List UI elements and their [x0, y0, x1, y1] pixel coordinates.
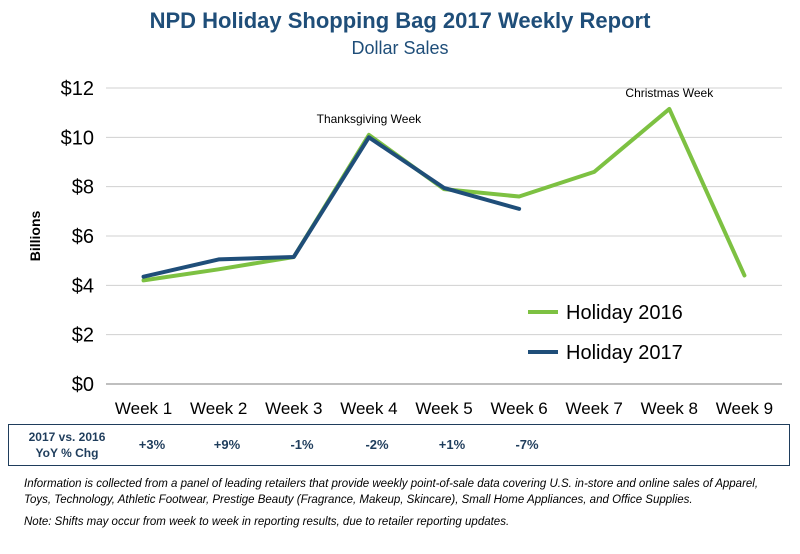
x-tick-label: Week 3	[265, 399, 322, 418]
y-tick-label: $8	[72, 177, 94, 199]
x-tick-label: Week 2	[190, 399, 247, 418]
yoy-change-table: 2017 vs. 2016 YoY % Chg +3% +9% -1% -2% …	[8, 424, 790, 466]
legend-label: Holiday 2016	[566, 302, 683, 324]
x-tick-label: Week 9	[716, 399, 773, 418]
x-tick-label: Week 7	[566, 399, 623, 418]
x-tick-label: Week 6	[490, 399, 547, 418]
x-tick-label: Week 5	[415, 399, 472, 418]
chart-subtitle: Dollar Sales	[351, 38, 449, 58]
info-note: Information is collected from a panel of…	[24, 478, 759, 506]
x-tick-label: Week 1	[115, 399, 172, 418]
y-tick-label: $2	[72, 325, 94, 347]
x-tick-label: Week 8	[641, 399, 698, 418]
shifts-note: Note: Shifts may occur from week to week…	[24, 516, 510, 528]
annotation-label: Christmas Week	[625, 86, 714, 100]
x-tick-label: Week 4	[340, 399, 397, 418]
series-line-2016	[141, 106, 747, 283]
yoy-week-5: +1%	[438, 437, 466, 452]
yoy-week-6: -7%	[515, 437, 539, 452]
annotation-label: Thanksgiving Week	[317, 112, 422, 126]
yoy-label-line1: 2017 vs. 2016	[28, 430, 106, 444]
y-tick-label: $0	[72, 374, 94, 396]
series-line-2017	[141, 135, 522, 279]
y-tick-label: $6	[72, 226, 94, 248]
yoy-week-1: +3%	[138, 437, 166, 452]
yoy-label: 2017 vs. 2016 YoY % Chg	[17, 429, 117, 461]
y-tick-label: $4	[72, 275, 94, 297]
y-axis-label: Billions	[27, 211, 43, 262]
legend-label: Holiday 2017	[566, 342, 683, 364]
yoy-week-3: -1%	[290, 437, 314, 452]
y-tick-label: $10	[61, 127, 94, 149]
yoy-label-line2: YoY % Chg	[35, 446, 99, 460]
yoy-week-4: -2%	[365, 437, 389, 452]
line-chart: $0 $2 $4 $6 $8 $10 $12 Billions Week 1 Week 2 Week…	[27, 78, 782, 418]
chart-title: NPD Holiday Shopping Bag 2017 Weekly Rep…	[149, 8, 651, 33]
yoy-week-2: +9%	[213, 437, 241, 452]
y-tick-label: $12	[61, 78, 94, 100]
